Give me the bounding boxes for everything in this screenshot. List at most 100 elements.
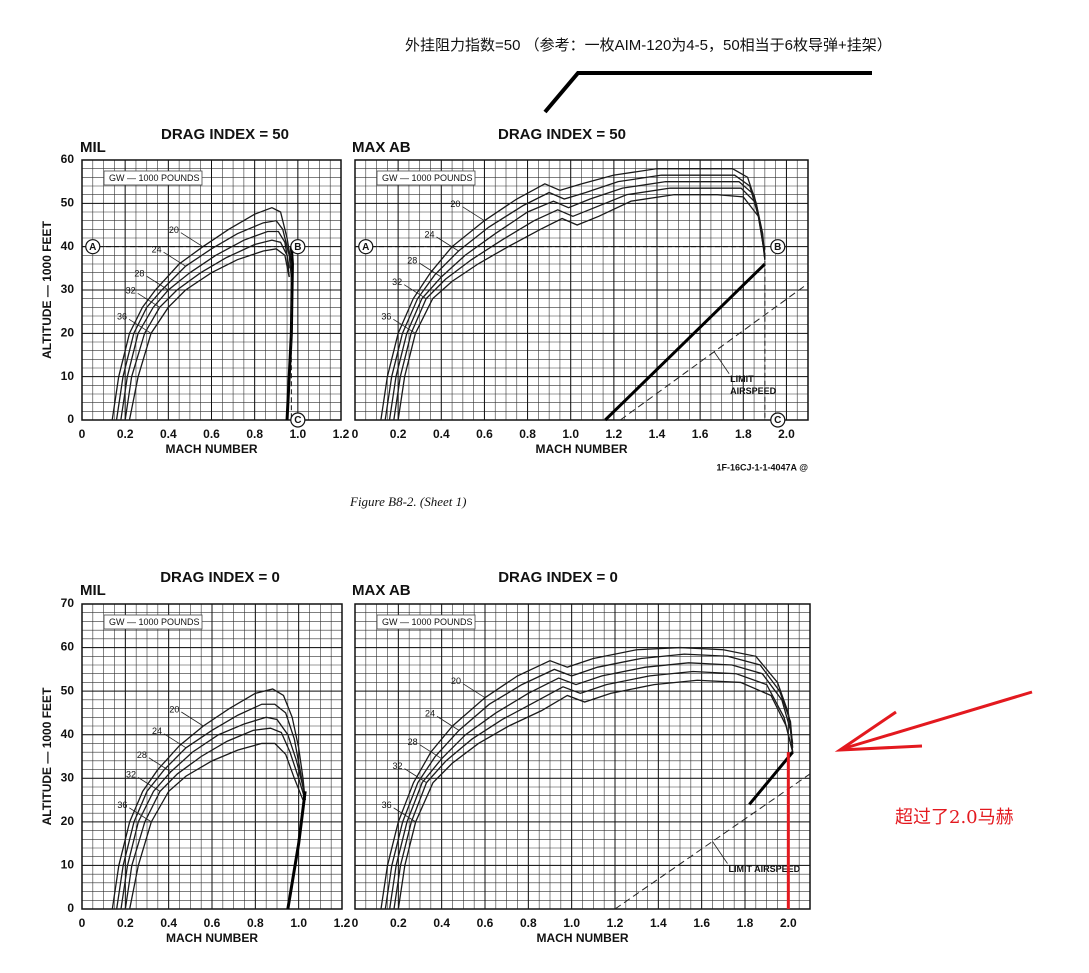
y-tick-label: 40 bbox=[61, 239, 75, 253]
point-label: C bbox=[294, 415, 301, 426]
gw-curve bbox=[128, 248, 290, 421]
callout-leader bbox=[163, 251, 186, 267]
gw-label: GW — 1000 POUNDS bbox=[109, 617, 200, 627]
y-tick-label: 60 bbox=[61, 640, 75, 654]
x-tick-label: 1.8 bbox=[735, 427, 752, 441]
callout-leader bbox=[713, 351, 730, 374]
x-tick-label: 1.2 bbox=[334, 916, 351, 930]
callout-leader bbox=[393, 807, 416, 823]
limit-airspeed-label: LIMIT AIRSPEED bbox=[729, 864, 801, 874]
x-tick-label: 2.0 bbox=[778, 427, 795, 441]
point-marker bbox=[770, 239, 786, 255]
x-tick-label: 1.4 bbox=[650, 916, 667, 930]
gw-curve bbox=[124, 727, 306, 910]
y-axis-label: ALTITUDE — 1000 FEET bbox=[40, 220, 54, 358]
gw-curve bbox=[397, 194, 766, 421]
x-axis-label: MACH NUMBER bbox=[537, 931, 629, 945]
annotation: 外挂阻力指数=50 （参考：一枚AIM-120为4-5，50相当于6枚导弹+挂架… bbox=[405, 37, 892, 54]
chart-title: DRAG INDEX = 0 bbox=[498, 569, 618, 586]
x-tick-label: 0 bbox=[352, 427, 359, 441]
gw-box bbox=[376, 614, 476, 630]
x-tick-label: 0.4 bbox=[433, 427, 450, 441]
gw-label: GW — 1000 POUNDS bbox=[382, 173, 473, 183]
curve-label: 24 bbox=[425, 229, 435, 239]
gw-curve bbox=[116, 703, 306, 910]
chart-title: DRAG INDEX = 0 bbox=[160, 569, 280, 586]
point-marker bbox=[290, 239, 306, 255]
x-tick-label: 1.0 bbox=[290, 916, 307, 930]
plot-border bbox=[354, 159, 809, 421]
x-tick-label: 0.4 bbox=[160, 916, 177, 930]
x-tick-label: 1.0 bbox=[563, 916, 580, 930]
plot-border bbox=[354, 603, 811, 910]
x-tick-label: 0.2 bbox=[390, 916, 407, 930]
limit-airspeed-label: AIRSPEED bbox=[730, 386, 777, 396]
gw-curve bbox=[380, 168, 766, 421]
envelope-line bbox=[748, 751, 794, 806]
curve-label: 28 bbox=[137, 750, 147, 760]
gw-curve bbox=[380, 646, 794, 910]
point-marker bbox=[290, 412, 306, 428]
gw-curve bbox=[384, 653, 794, 910]
point-label: A bbox=[362, 242, 369, 253]
curve-label: 32 bbox=[392, 277, 402, 287]
callout-leader bbox=[137, 292, 160, 308]
curve-label: 24 bbox=[152, 726, 162, 736]
gw-curve bbox=[120, 716, 306, 910]
chart-subtitle: MIL bbox=[80, 582, 106, 599]
callout-leader bbox=[163, 733, 187, 749]
callout-leader bbox=[419, 262, 442, 278]
curve-label: 28 bbox=[134, 268, 144, 278]
curve-label: 20 bbox=[169, 704, 179, 714]
envelope-line bbox=[285, 246, 294, 421]
callout-leader bbox=[129, 807, 152, 823]
gw-curve bbox=[389, 662, 794, 910]
callout-leader bbox=[436, 716, 460, 731]
curve-label: 28 bbox=[408, 737, 418, 747]
chart-subtitle: MAX AB bbox=[352, 139, 411, 156]
x-tick-label: 1.0 bbox=[289, 427, 306, 441]
curve-label: 36 bbox=[381, 312, 391, 322]
envelope-line bbox=[286, 791, 307, 910]
callout-leader bbox=[403, 284, 427, 300]
y-tick-label: 20 bbox=[61, 326, 75, 340]
chart-subtitle: MAX AB bbox=[352, 582, 411, 599]
chart-title: DRAG INDEX = 50 bbox=[161, 126, 289, 143]
gw-curve bbox=[397, 679, 794, 910]
red-note: 超过了2.0马赫 bbox=[895, 807, 1014, 828]
x-axis-label: MACH NUMBER bbox=[166, 931, 258, 945]
point-label: C bbox=[774, 415, 781, 426]
gw-label: GW — 1000 POUNDS bbox=[109, 173, 200, 183]
x-tick-label: 0.8 bbox=[247, 916, 264, 930]
x-tick-label: 0.6 bbox=[476, 427, 493, 441]
x-tick-label: 0.4 bbox=[433, 916, 450, 930]
chart-subtitle: MIL bbox=[80, 139, 106, 156]
callout-leader bbox=[393, 318, 416, 334]
point-label: A bbox=[89, 242, 96, 253]
point-label: B bbox=[294, 242, 301, 253]
y-tick-label: 40 bbox=[61, 727, 75, 741]
point-marker bbox=[770, 412, 786, 428]
gw-label: GW — 1000 POUNDS bbox=[382, 617, 473, 627]
y-tick-label: 10 bbox=[61, 369, 75, 383]
point-marker bbox=[358, 239, 374, 255]
curve-label: 32 bbox=[126, 286, 136, 296]
callout-leader bbox=[462, 683, 486, 699]
x-tick-label: 0.4 bbox=[160, 427, 177, 441]
y-tick-label: 50 bbox=[61, 196, 75, 210]
curve-label: 32 bbox=[392, 761, 402, 771]
gw-curve bbox=[120, 230, 290, 421]
x-tick-label: 0.6 bbox=[203, 427, 220, 441]
callout-leader bbox=[128, 318, 152, 334]
figure-code: 1F-16CJ-1-1-4047A @ bbox=[717, 462, 809, 472]
x-tick-label: 0 bbox=[79, 427, 86, 441]
figure-caption: Figure B8-2. (Sheet 1) bbox=[349, 494, 466, 509]
curve-label: 20 bbox=[450, 199, 460, 209]
gw-curve bbox=[129, 742, 304, 910]
gw-curve bbox=[393, 187, 766, 421]
y-tick-label: 0 bbox=[67, 412, 74, 426]
gw-curve bbox=[393, 670, 794, 910]
chart: 0 0.2 0.4 0.6 0.8 1.0 1.2 1.4 1.6 1.8 2.0 DRAG INDE… bbox=[352, 126, 809, 456]
x-tick-label: 1.2 bbox=[333, 427, 350, 441]
callout-leader bbox=[181, 711, 204, 727]
